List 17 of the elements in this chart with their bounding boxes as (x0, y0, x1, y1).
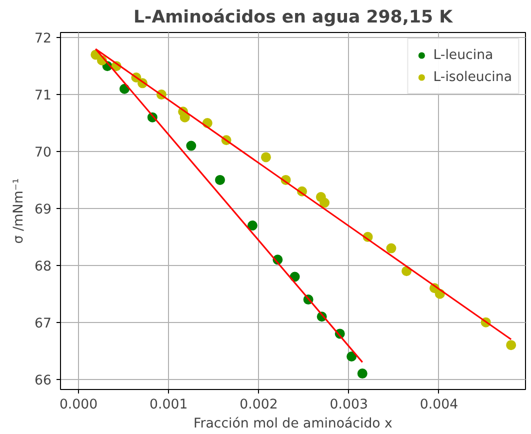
x-axis-title: Fracción mol de aminoácido x (194, 416, 393, 432)
y-tick-label: 72 (34, 32, 52, 47)
x-tick-label: 0.002 (240, 398, 278, 412)
y-tick-label: 67 (34, 316, 52, 332)
y-tick-label: 70 (34, 146, 52, 160)
legend-label: L-leucina (433, 48, 494, 62)
x-tick-label: 0.004 (420, 398, 458, 412)
y-tick-label: 69 (34, 202, 52, 218)
legend-label: L-isoleucina (433, 70, 512, 84)
y-axis-title: σ /mNm⁻¹ (12, 178, 27, 244)
y-tick-label: 68 (34, 259, 52, 274)
y-tick-label: 66 (34, 373, 52, 388)
x-tick-label: 0.000 (59, 398, 98, 412)
x-tick-label: 0.003 (330, 398, 368, 412)
chart-title: L-Aminoácidos en agua 298,15 K (133, 8, 454, 28)
y-tick-label: 71 (34, 88, 52, 104)
x-tick-label: 0.001 (150, 398, 188, 412)
